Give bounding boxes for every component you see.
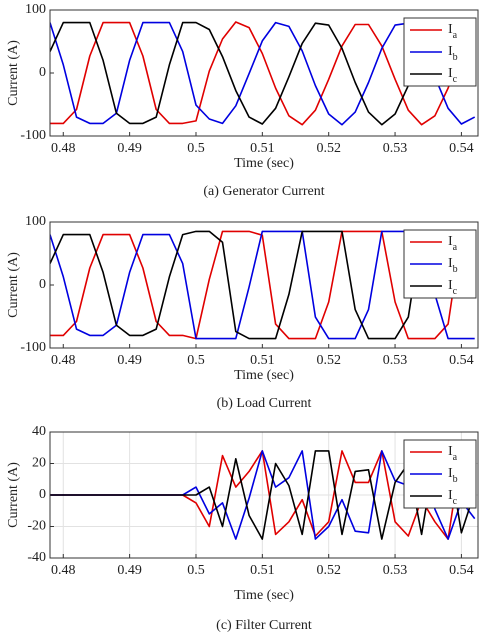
y-axis-label: Current (A) [6, 40, 21, 106]
x-tick-label: 0.52 [316, 353, 341, 368]
series-line [50, 21, 476, 126]
series-line [50, 230, 476, 340]
x-tick-label: 0.5 [187, 141, 205, 156]
legend-label: Ic [448, 66, 458, 85]
legend-label-main: I [448, 444, 453, 459]
y-tick-label: 40 [32, 424, 46, 439]
legend-label-sub: b [453, 264, 458, 275]
legend-label-sub: a [453, 242, 458, 253]
series-line [50, 21, 476, 126]
y-tick-label: 100 [25, 2, 46, 17]
legend-label-main: I [448, 278, 453, 293]
y-tick-label: 100 [25, 214, 46, 229]
legend-label-sub: c [453, 286, 458, 297]
plot-frame [49, 431, 479, 559]
x-tick-label: 0.54 [449, 563, 474, 578]
legend-label-sub: b [453, 52, 458, 63]
x-tick-label: 0.48 [51, 141, 76, 156]
x-tick-label: 0.49 [117, 141, 142, 156]
series-line [50, 230, 475, 340]
x-tick-label: 0.49 [117, 353, 142, 368]
y-tick-label: -40 [27, 550, 46, 565]
legend-label-sub: a [453, 452, 458, 463]
plot-frame [49, 9, 479, 137]
y-tick-label: 0 [39, 487, 46, 502]
caption: (b) Load Current [217, 396, 312, 411]
caption: (c) Filter Current [216, 618, 312, 633]
y-tick-label: -100 [20, 128, 46, 143]
plot-frame [49, 221, 479, 349]
legend-label: Ia [448, 22, 458, 41]
legend-label: Ib [448, 44, 458, 63]
y-tick-label: -100 [20, 340, 46, 355]
legend-label-main: I [448, 234, 453, 249]
legend-label: Ib [448, 256, 458, 275]
y-tick-label: -20 [27, 519, 46, 534]
legend-label-sub: c [453, 496, 458, 507]
x-tick-label: 0.54 [449, 141, 474, 156]
x-tick-label: 0.48 [51, 353, 76, 368]
x-tick-label: 0.52 [316, 563, 341, 578]
legend-label-sub: b [453, 474, 458, 485]
legend-label-sub: c [453, 74, 458, 85]
x-tick-label: 0.52 [316, 141, 341, 156]
legend-label-main: I [448, 466, 453, 481]
legend-label-main: I [448, 256, 453, 271]
legend-label-sub: a [453, 30, 458, 41]
x-tick-label: 0.48 [51, 563, 76, 578]
x-axis-label: Time (sec) [234, 156, 294, 171]
x-tick-label: 0.5 [187, 353, 205, 368]
legend-label: Ic [448, 488, 458, 507]
x-axis-label: Time (sec) [234, 588, 294, 603]
legend-label-main: I [448, 22, 453, 37]
x-axis-label: Time (sec) [234, 368, 294, 383]
x-tick-label: 0.54 [449, 353, 474, 368]
y-axis-label: Current (A) [6, 462, 21, 528]
x-tick-label: 0.53 [383, 141, 408, 156]
legend-label-main: I [448, 488, 453, 503]
legend-label-main: I [448, 44, 453, 59]
y-axis-label: Current (A) [6, 252, 21, 318]
legend-label-main: I [448, 66, 453, 81]
y-tick-label: 0 [39, 277, 46, 292]
legend-label: Ic [448, 278, 458, 297]
caption: (a) Generator Current [203, 184, 324, 199]
legend-label: Ia [448, 444, 458, 463]
x-tick-label: 0.51 [250, 353, 275, 368]
x-tick-label: 0.51 [250, 141, 275, 156]
y-tick-label: 0 [39, 65, 46, 80]
x-tick-label: 0.53 [383, 563, 408, 578]
legend-label: Ia [448, 234, 458, 253]
x-tick-label: 0.51 [250, 563, 275, 578]
x-tick-label: 0.49 [117, 563, 142, 578]
y-tick-label: 20 [32, 456, 46, 471]
x-tick-label: 0.53 [383, 353, 408, 368]
legend-label: Ib [448, 466, 458, 485]
x-tick-label: 0.5 [187, 563, 205, 578]
